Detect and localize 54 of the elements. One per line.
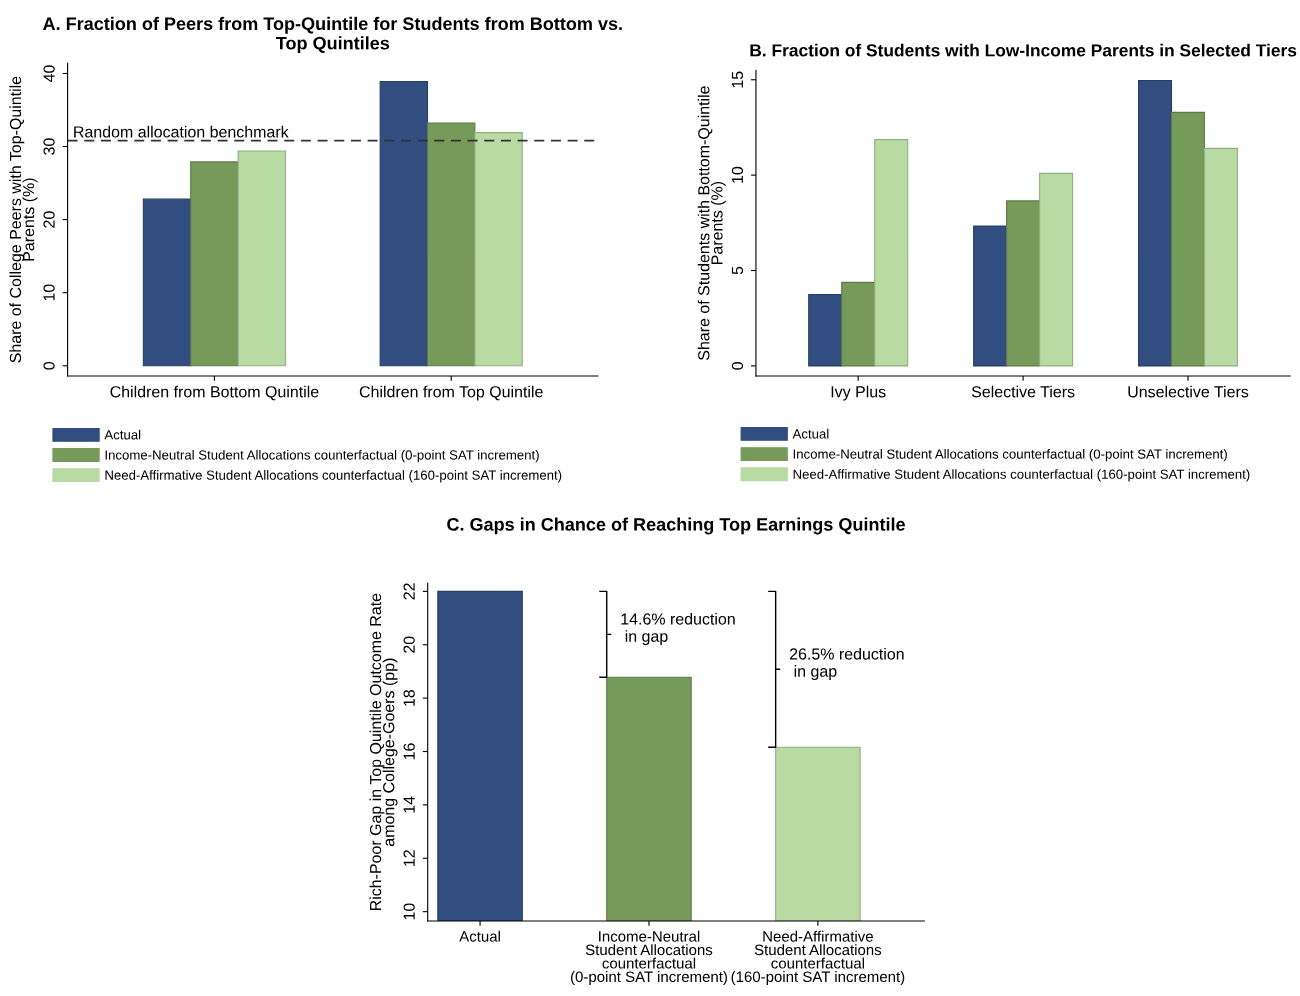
y-axis-title: Share of College Peers with Top-Quintile Parents (%)	[9, 76, 38, 363]
bar	[874, 139, 909, 367]
annotation: 26.5% reduction in gap	[789, 647, 904, 681]
bar	[190, 161, 239, 367]
x-tick-label: Children from Bottom Quintile	[110, 385, 319, 401]
bar	[973, 225, 1008, 367]
bar	[1039, 172, 1074, 367]
ref-line-label: Random allocation benchmark	[74, 125, 289, 138]
chart-title: B. Fraction of Students with Low-Income Parents in Selected Tiers	[750, 43, 1297, 57]
bar	[426, 122, 476, 367]
legend-label: Income-Neutral Student Allocations counterfactual (0-point SAT increment)	[105, 449, 539, 463]
legend-label: Actual	[104, 429, 141, 440]
annotation: 14.6% reduction in gap	[621, 612, 735, 646]
y-tick-label: 15	[731, 71, 744, 88]
chart-title: C. Gaps in Chance of Reaching Top Earnings Quintile	[447, 517, 905, 535]
y-tick-label: 10	[43, 284, 55, 301]
legend-label: Need-Affirmative Student Allocations counterfactual (160-point SAT increment)	[105, 470, 562, 483]
legend-label: Income-Neutral Student Allocations counterfactual (0-point SAT increment)	[793, 449, 1227, 462]
bar	[1006, 200, 1041, 367]
y-tick-label: 14	[403, 796, 415, 813]
y-tick-label: 40	[43, 65, 55, 82]
bar	[1137, 79, 1173, 367]
legend-label: Need-Affirmative Student Allocations counterfactual (160-point SAT increment)	[793, 469, 1250, 482]
y-tick-label: 18	[403, 689, 415, 706]
x-tick-label: Children from Top Quintile	[359, 385, 543, 401]
x-tick-label: Actual	[459, 930, 500, 942]
bar	[237, 150, 286, 367]
x-tick-label: Need-Affirmative Student Allocations counterfactual (160-point SAT increment)	[731, 930, 905, 986]
y-tick-label: 20	[403, 636, 415, 653]
x-tick-label: Selective Tiers	[971, 385, 1075, 398]
bar	[474, 132, 523, 367]
y-tick-label: 12	[403, 850, 415, 866]
y-tick-label: 5	[731, 266, 744, 275]
y-tick-label: 20	[43, 211, 55, 228]
y-axis-title: Rich-Poor Gap in Top Quintile Outcome Rate among College-Goers (pp)	[369, 593, 398, 911]
bar	[379, 80, 429, 367]
x-tick-label: Income-Neutral Student Allocations counterfactual (0-point SAT increment)	[570, 930, 727, 986]
legend-label: Actual	[792, 428, 829, 439]
x-tick-label: Ivy Plus	[831, 385, 886, 401]
x-tick-label: Unselective Tiers	[1128, 385, 1249, 398]
bar	[1203, 147, 1239, 367]
y-tick-label: 0	[43, 361, 55, 370]
bar	[1170, 111, 1206, 367]
y-tick-label: 10	[731, 166, 744, 183]
bar	[841, 281, 876, 367]
y-tick-label: 30	[43, 138, 55, 155]
bar	[808, 293, 843, 367]
y-tick-label: 10	[403, 903, 415, 920]
y-tick-label: 0	[731, 362, 744, 370]
chart-title: A. Fraction of Peers from Top-Quintile for Students from Bottom vs. Top Quintiles	[43, 16, 622, 54]
y-tick-label: 16	[403, 743, 415, 760]
bar	[142, 198, 192, 367]
y-tick-label: 22	[403, 583, 415, 600]
y-axis-title: Share of Students with Bottom-Quintile Parents (%)	[697, 86, 726, 360]
